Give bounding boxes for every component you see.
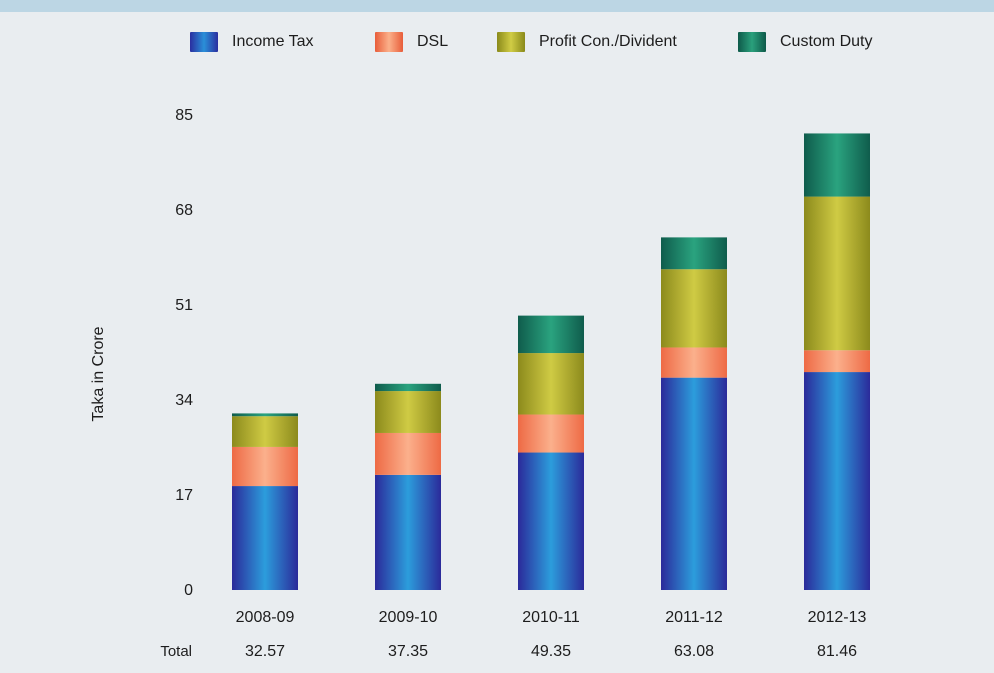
legend-swatch-income-tax bbox=[190, 32, 218, 52]
bar-profit-con-divident-2008-09 bbox=[232, 416, 298, 447]
bar-income-tax-2011-12 bbox=[661, 377, 727, 590]
x-tick-label: 2012-13 bbox=[808, 609, 867, 626]
y-tick-label: 34 bbox=[175, 392, 193, 409]
bar-income-tax-2008-09 bbox=[232, 486, 298, 590]
total-value: 37.35 bbox=[388, 643, 428, 660]
x-tick-label: 2009-10 bbox=[379, 609, 438, 626]
bar-custom-duty-2009-10 bbox=[375, 383, 441, 392]
legend-swatch-custom-duty bbox=[738, 32, 766, 52]
x-tick-label: 2008-09 bbox=[236, 609, 295, 626]
legend-label-profit: Profit Con./Divident bbox=[539, 33, 677, 50]
y-tick-label: 17 bbox=[175, 487, 193, 504]
bar-dsl-2010-11 bbox=[518, 414, 584, 453]
bar-dsl-2012-13 bbox=[804, 350, 870, 373]
legend-label-income-tax: Income Tax bbox=[232, 33, 314, 50]
legend-item-profit: Profit Con./Divident bbox=[497, 32, 677, 52]
totals-row-label: Total bbox=[160, 643, 192, 660]
bar-custom-duty-2010-11 bbox=[518, 315, 584, 354]
bar-custom-duty-2008-09 bbox=[232, 413, 298, 417]
legend-swatch-profit bbox=[497, 32, 525, 52]
legend-label-dsl: DSL bbox=[417, 33, 449, 50]
legend-swatch-dsl bbox=[375, 32, 403, 52]
bar-profit-con-divident-2010-11 bbox=[518, 353, 584, 415]
y-tick-label: 85 bbox=[175, 107, 193, 124]
bar-custom-duty-2011-12 bbox=[661, 237, 727, 270]
top-band bbox=[0, 0, 994, 12]
y-tick-label: 68 bbox=[175, 202, 193, 219]
total-value: 81.46 bbox=[817, 643, 857, 660]
bar-profit-con-divident-2009-10 bbox=[375, 391, 441, 433]
bar-stacks bbox=[232, 133, 870, 590]
bar-profit-con-divident-2012-13 bbox=[804, 196, 870, 351]
y-tick-label: 51 bbox=[175, 297, 193, 314]
y-tick-label: 0 bbox=[184, 582, 193, 599]
legend-item-dsl: DSL bbox=[375, 32, 448, 52]
bar-profit-con-divident-2011-12 bbox=[661, 269, 727, 348]
bar-dsl-2011-12 bbox=[661, 347, 727, 378]
x-tick-label: 2011-12 bbox=[665, 609, 723, 626]
bar-income-tax-2009-10 bbox=[375, 474, 441, 590]
legend-item-income-tax: Income Tax bbox=[190, 32, 314, 52]
total-value: 49.35 bbox=[531, 643, 571, 660]
bar-dsl-2009-10 bbox=[375, 432, 441, 475]
legend-item-custom-duty: Custom Duty bbox=[738, 32, 872, 52]
total-value: 32.57 bbox=[245, 643, 285, 660]
y-axis-label: Taka in Crore bbox=[90, 326, 107, 421]
chart-legend: Income Tax DSL Profit Con./Divident Cust… bbox=[185, 32, 945, 62]
legend-label-custom-duty: Custom Duty bbox=[780, 33, 873, 50]
x-tick-label: 2010-11 bbox=[522, 609, 580, 626]
bar-custom-duty-2012-13 bbox=[804, 133, 870, 197]
bar-income-tax-2012-13 bbox=[804, 372, 870, 590]
bar-income-tax-2010-11 bbox=[518, 452, 584, 590]
total-value: 63.08 bbox=[674, 643, 714, 660]
bar-dsl-2008-09 bbox=[232, 446, 298, 487]
